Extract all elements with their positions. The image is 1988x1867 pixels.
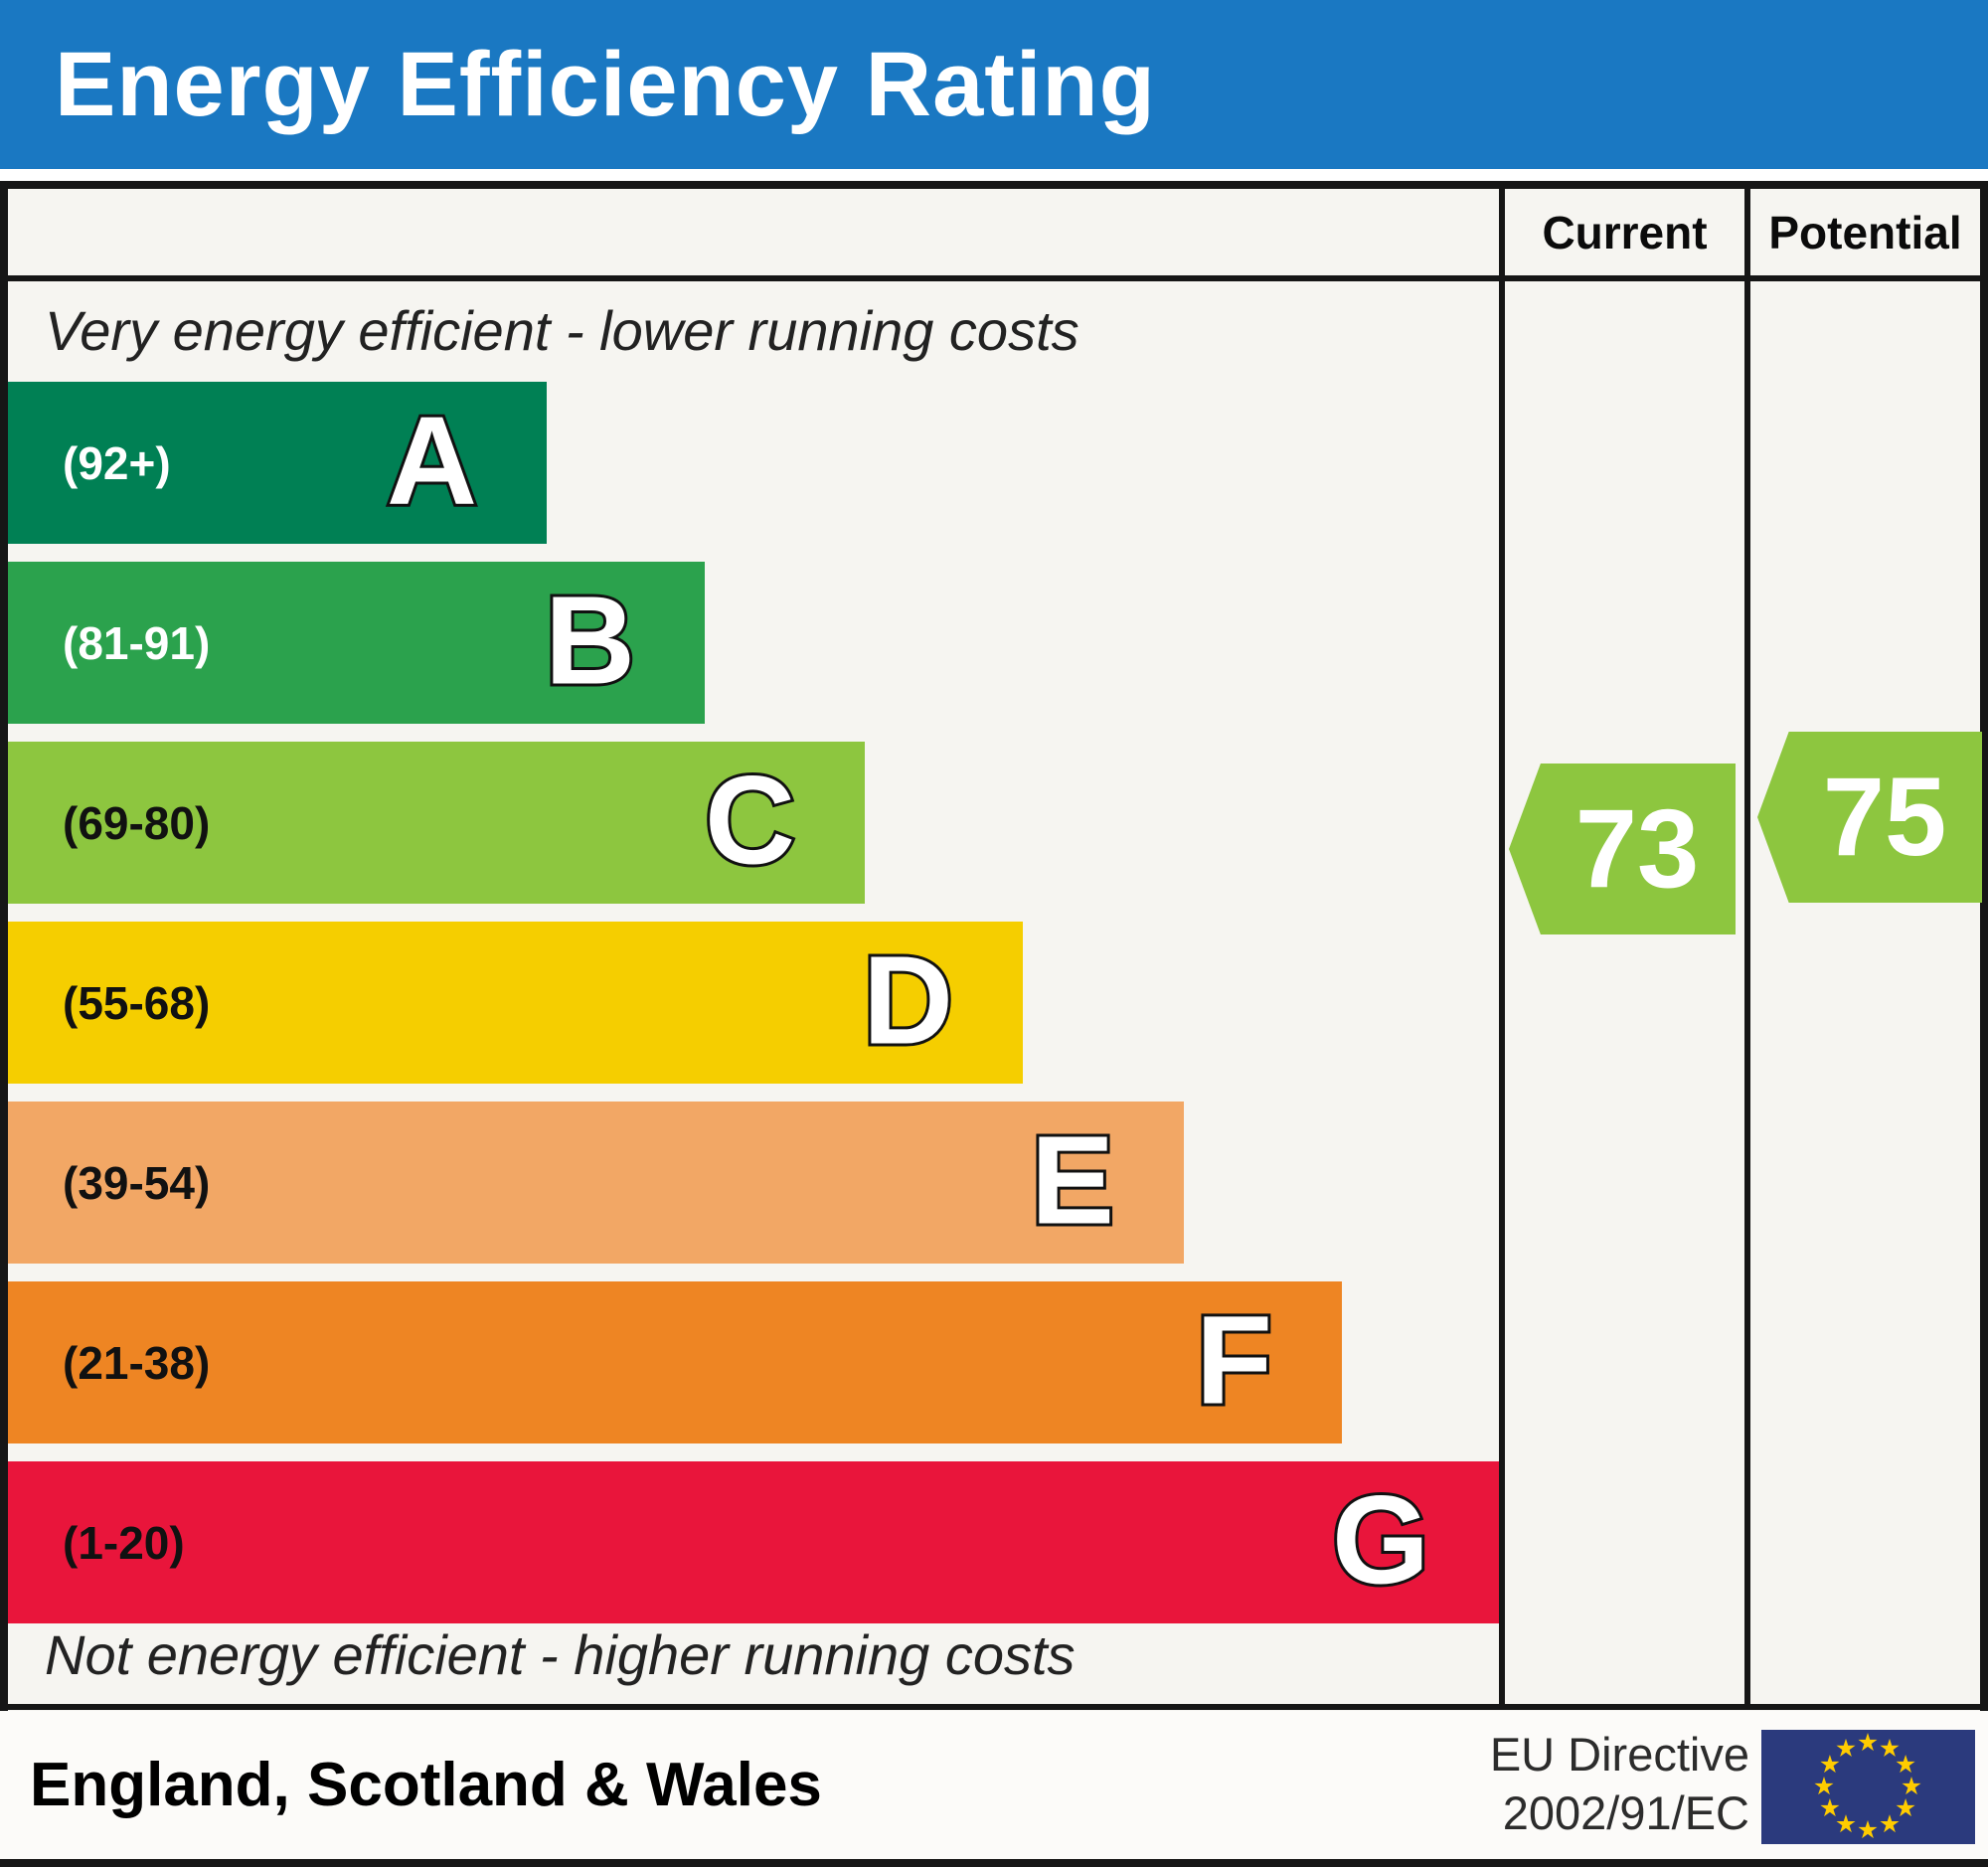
- band-a-letter: A: [384, 389, 480, 530]
- current-rating-value: 73: [1574, 786, 1700, 911]
- column-header-potential: Potential: [1768, 206, 1962, 258]
- band-c-letter: C: [702, 749, 798, 890]
- header-row-separator: [0, 275, 1988, 281]
- band-f: (21-38) F: [8, 1281, 1342, 1443]
- band-d-letter: D: [860, 929, 956, 1070]
- eu-directive-label: EU Directive 2002/91/EC: [1387, 1710, 1749, 1859]
- column-header-current: Current: [1542, 206, 1708, 258]
- page-title: Energy Efficiency Rating: [55, 33, 1156, 135]
- band-f-letter: F: [1193, 1288, 1275, 1430]
- band-b-range: (81-91): [63, 616, 211, 669]
- caption-very-efficient: Very energy efficient - lower running co…: [45, 299, 1079, 362]
- divider-potential-column: [1744, 181, 1750, 1710]
- current-rating-arrow: 73: [1509, 764, 1736, 934]
- footer-row: [0, 1711, 1988, 1859]
- footer-region-label: England, Scotland & Wales: [30, 1750, 822, 1819]
- band-g: (1-20) G: [8, 1461, 1499, 1623]
- band-d: (55-68) D: [8, 922, 1023, 1084]
- band-e-range: (39-54): [63, 1156, 211, 1209]
- band-f-range: (21-38): [63, 1336, 211, 1389]
- band-e-letter: E: [1028, 1108, 1117, 1250]
- band-a-range: (92+): [63, 436, 171, 489]
- potential-rating-value: 75: [1822, 755, 1947, 879]
- band-d-range: (55-68): [63, 976, 211, 1029]
- band-g-range: (1-20): [63, 1516, 185, 1569]
- caption-not-efficient: Not energy efficient - higher running co…: [45, 1623, 1076, 1686]
- potential-rating-arrow: 75: [1757, 732, 1982, 903]
- band-b: (81-91) B: [8, 562, 705, 724]
- band-c: (69-80) C: [8, 742, 865, 904]
- eu-directive-line2: 2002/91/EC: [1502, 1786, 1749, 1839]
- title-bar: Energy Efficiency Rating: [0, 0, 1988, 169]
- band-e: (39-54) E: [8, 1102, 1184, 1264]
- band-a: (92+) A: [8, 382, 547, 544]
- eu-directive-line1: EU Directive: [1489, 1728, 1749, 1782]
- eu-flag-icon: [1761, 1730, 1975, 1844]
- footer-separator: [0, 1704, 1988, 1710]
- band-c-range: (69-80): [63, 796, 211, 849]
- band-b-letter: B: [542, 569, 638, 710]
- divider-current-column: [1499, 181, 1505, 1710]
- band-g-letter: G: [1329, 1468, 1432, 1610]
